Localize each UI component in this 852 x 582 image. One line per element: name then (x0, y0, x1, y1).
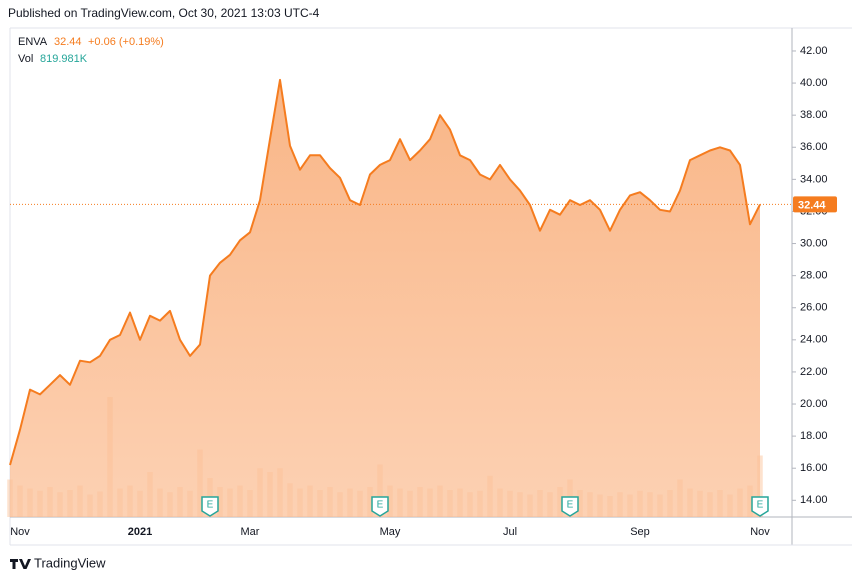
volume-title: Vol (18, 53, 33, 65)
last-price-label: 32.44 (798, 199, 826, 211)
y-tick-label: 26.00 (800, 302, 828, 314)
y-tick-label: 30.00 (800, 237, 828, 249)
y-tick-label: 36.00 (800, 141, 828, 153)
y-tick-label: 18.00 (800, 430, 828, 442)
earnings-badge (751, 496, 769, 517)
y-tick-label: 24.00 (800, 334, 828, 346)
x-tick-label: May (380, 526, 401, 538)
y-tick-label: 38.00 (800, 109, 828, 121)
y-tick-label: 14.00 (800, 494, 828, 506)
y-tick-label: 28.00 (800, 270, 828, 282)
y-tick-label: 34.00 (800, 173, 828, 185)
earnings-marker: E (371, 496, 389, 517)
header-change: +0.06 (+0.19%) (88, 36, 164, 48)
x-tick-label: Nov (750, 526, 770, 538)
symbol: ENVA (18, 36, 48, 48)
earnings-badge (561, 496, 579, 517)
earnings-badge (371, 496, 389, 517)
x-tick-label: 2021 (128, 526, 152, 538)
price-line (9, 78, 761, 466)
y-tick-label: 22.00 (800, 366, 828, 378)
x-tick-label: Jul (503, 526, 517, 538)
price-area (10, 79, 760, 518)
volume-value: 819.981K (40, 53, 88, 65)
earnings-label: E (567, 500, 574, 511)
brand: TradingView (34, 555, 106, 570)
x-tick-label: Sep (630, 526, 650, 538)
plot (7, 78, 763, 518)
earnings-marker: E (561, 496, 579, 517)
x-tick-label: Mar (241, 526, 260, 538)
earnings-label: E (377, 500, 384, 511)
earnings-marker: E (751, 496, 769, 517)
header-price: 32.44 (54, 36, 82, 48)
earnings-label: E (757, 500, 764, 511)
published: Published on TradingView.com, Oct 30, 20… (8, 6, 320, 20)
x-tick-label: Nov (10, 526, 30, 538)
earnings-marker: E (201, 496, 219, 517)
last-price-box (793, 196, 837, 213)
brand-logo (10, 559, 31, 569)
y-tick-label: 20.00 (800, 398, 828, 410)
y-tick-label: 40.00 (800, 77, 828, 89)
earnings-label: E (207, 500, 214, 511)
earnings-badge (201, 496, 219, 517)
y-tick-label: 16.00 (800, 462, 828, 474)
y-tick-label: 42.00 (800, 45, 828, 57)
